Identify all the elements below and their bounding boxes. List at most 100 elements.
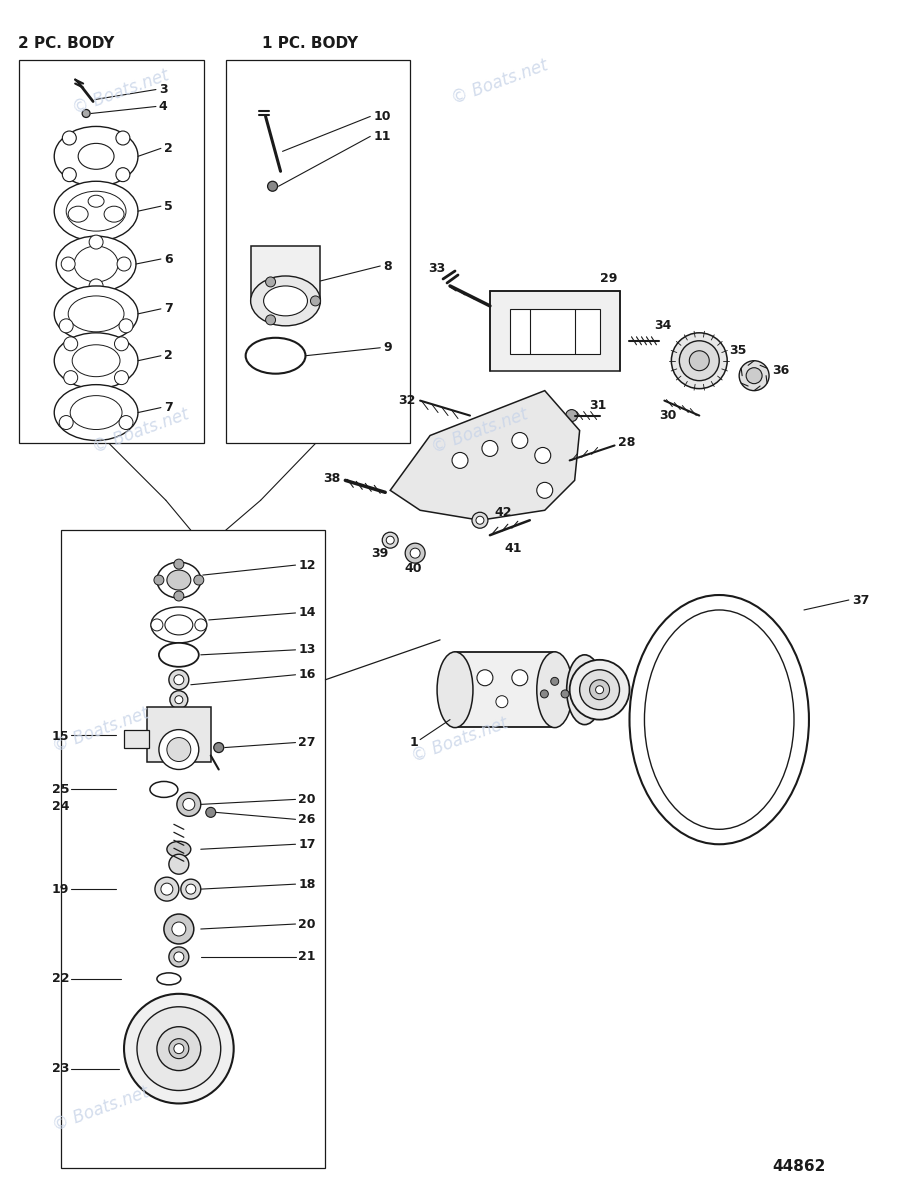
Text: 28: 28 (617, 436, 635, 449)
Bar (61, 530, 326, 1169)
Text: 13: 13 (298, 643, 316, 656)
Circle shape (551, 677, 558, 685)
Circle shape (186, 884, 196, 894)
Circle shape (90, 235, 103, 250)
Bar (19, 60, 204, 444)
Text: 10: 10 (373, 110, 390, 122)
Circle shape (90, 278, 103, 293)
Ellipse shape (537, 652, 572, 727)
Circle shape (161, 883, 173, 895)
Circle shape (172, 922, 186, 936)
Text: 6: 6 (164, 252, 173, 265)
Text: 11: 11 (373, 130, 390, 143)
Text: © Boats.net: © Boats.net (90, 404, 192, 456)
Bar (509, 308, 600, 354)
Circle shape (174, 1044, 184, 1054)
Circle shape (114, 371, 128, 385)
Circle shape (195, 619, 207, 631)
Text: 2: 2 (164, 142, 173, 155)
Circle shape (310, 296, 320, 306)
Circle shape (214, 743, 223, 752)
Circle shape (157, 1027, 201, 1070)
Text: © Boats.net: © Boats.net (51, 1082, 151, 1134)
Circle shape (174, 952, 184, 962)
Ellipse shape (246, 337, 306, 373)
Circle shape (382, 533, 398, 548)
Ellipse shape (104, 206, 124, 222)
Bar (251, 246, 320, 301)
Text: 1 PC. BODY: 1 PC. BODY (262, 36, 358, 52)
Text: 33: 33 (427, 263, 445, 276)
Circle shape (59, 415, 73, 430)
Text: 23: 23 (52, 1062, 69, 1075)
Circle shape (117, 257, 131, 271)
Circle shape (63, 168, 77, 181)
Circle shape (590, 679, 609, 700)
Circle shape (482, 440, 497, 456)
Text: © Boats.net: © Boats.net (70, 66, 172, 118)
Text: 27: 27 (298, 736, 316, 749)
Text: 39: 39 (372, 547, 389, 559)
Circle shape (566, 409, 578, 421)
Circle shape (496, 696, 508, 708)
Circle shape (124, 994, 234, 1104)
Ellipse shape (54, 385, 138, 440)
Text: 24: 24 (52, 800, 69, 812)
Circle shape (174, 696, 183, 703)
Text: 19: 19 (52, 883, 69, 895)
Text: 1: 1 (410, 736, 418, 749)
Text: 42: 42 (495, 505, 512, 518)
Circle shape (169, 854, 189, 874)
Circle shape (679, 341, 719, 380)
Text: 22: 22 (52, 972, 69, 985)
Circle shape (169, 947, 189, 967)
Circle shape (540, 690, 548, 698)
Ellipse shape (54, 332, 138, 389)
Circle shape (174, 674, 184, 685)
Circle shape (183, 798, 195, 810)
Circle shape (194, 575, 204, 586)
Circle shape (405, 544, 426, 563)
Circle shape (268, 181, 278, 191)
Circle shape (116, 168, 130, 181)
Circle shape (114, 337, 128, 350)
Circle shape (569, 660, 629, 720)
Ellipse shape (165, 614, 193, 635)
Circle shape (137, 1007, 221, 1091)
Circle shape (169, 670, 189, 690)
Ellipse shape (56, 236, 136, 292)
Text: 37: 37 (852, 594, 869, 606)
Circle shape (177, 792, 201, 816)
Circle shape (266, 314, 276, 325)
Circle shape (410, 548, 420, 558)
Text: 12: 12 (298, 559, 316, 571)
Ellipse shape (157, 973, 181, 985)
Ellipse shape (150, 781, 178, 798)
Circle shape (452, 452, 468, 468)
Circle shape (61, 257, 75, 271)
Ellipse shape (70, 396, 122, 430)
Text: 8: 8 (383, 259, 392, 272)
Ellipse shape (78, 143, 114, 169)
Circle shape (266, 277, 276, 287)
Text: © Boats.net: © Boats.net (429, 404, 531, 456)
Text: 36: 36 (772, 364, 789, 377)
Text: 15: 15 (52, 730, 69, 743)
Ellipse shape (567, 655, 603, 725)
Ellipse shape (629, 595, 809, 845)
Text: 3: 3 (159, 83, 168, 96)
Circle shape (537, 482, 553, 498)
Circle shape (580, 670, 619, 709)
Ellipse shape (68, 296, 124, 332)
Circle shape (746, 367, 762, 384)
Circle shape (181, 880, 201, 899)
Text: 7: 7 (164, 302, 173, 316)
Text: © Boats.net: © Boats.net (450, 55, 550, 107)
Bar (226, 60, 410, 444)
Text: 44862: 44862 (773, 1159, 826, 1174)
Text: 29: 29 (600, 272, 617, 286)
Text: 34: 34 (654, 319, 672, 332)
Text: 20: 20 (298, 793, 316, 806)
Text: 5: 5 (164, 199, 173, 212)
Circle shape (63, 131, 77, 145)
